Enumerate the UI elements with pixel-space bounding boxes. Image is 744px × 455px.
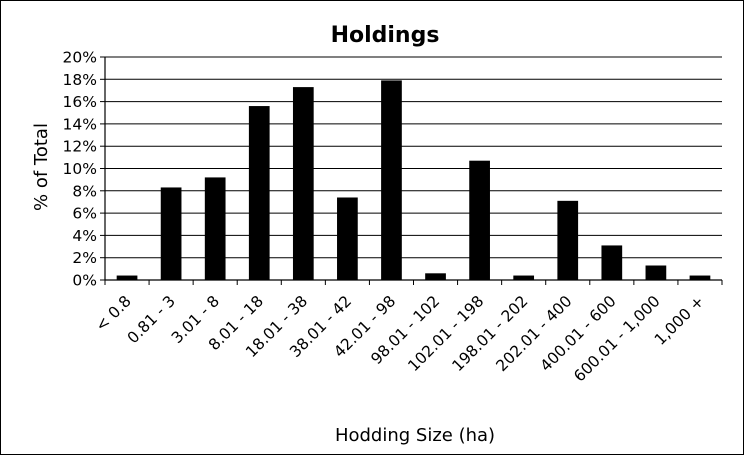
y-tick-label: 10% (63, 160, 97, 178)
bar (160, 187, 182, 280)
y-tick-label: 4% (72, 227, 97, 245)
y-tick-label: 2% (72, 249, 97, 267)
bar (557, 200, 579, 280)
y-tick-label: 18% (63, 71, 97, 89)
bar (513, 275, 535, 280)
y-tick-label: 16% (63, 93, 97, 111)
bar (337, 197, 358, 280)
bar (469, 160, 490, 280)
axes (100, 56, 723, 285)
bar (204, 177, 226, 280)
y-tick-labels: 0% 2% 4% 6% 8% 10% 12% 14% 16% 18% 20% (63, 49, 97, 290)
bars (116, 80, 711, 280)
x-axis-label: Hodding Size (ha) (335, 425, 495, 446)
y-tick-label: 0% (72, 272, 97, 290)
bar (689, 275, 711, 280)
bar (601, 245, 623, 280)
chart-title: Holdings (331, 23, 440, 48)
bar (645, 265, 667, 280)
x-tick-label: 0.81 - 3 (124, 292, 179, 347)
bar (381, 80, 402, 280)
gridlines (105, 56, 722, 259)
y-tick-label: 8% (72, 182, 97, 200)
y-tick-label: 12% (63, 138, 97, 156)
bar (425, 273, 446, 280)
bar (116, 275, 138, 280)
x-tick-label: 1,000 + (651, 292, 708, 349)
bar (248, 106, 270, 280)
y-tick-label: 14% (63, 115, 97, 133)
bar (292, 87, 314, 280)
y-tick-label: 6% (72, 205, 97, 223)
y-tick-label: 20% (63, 49, 97, 67)
y-axis-label: % of Total (31, 123, 52, 211)
